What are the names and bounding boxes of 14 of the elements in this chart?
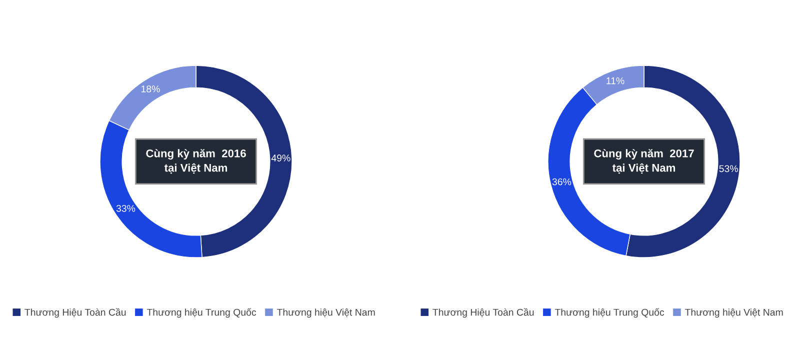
legend-label: Thương Hiệu Toàn Cầu (24, 308, 126, 318)
legend-label: Thương hiệu Việt Nam (276, 308, 375, 318)
legend-label: Thương hiệu Việt Nam (684, 308, 783, 318)
text: Cùng kỳ năm 2017 tại Việt Nam (594, 149, 694, 174)
text: Cùng kỳ năm 2016 tại Việt Nam (146, 149, 246, 174)
data-label: 36% (552, 178, 572, 186)
data-label: 33% (116, 204, 136, 212)
legend-label: Thương Hiệu Toàn Cầu (432, 308, 534, 318)
data-label: 53% (719, 165, 738, 172)
data-label: 49% (271, 154, 290, 162)
legend-label: Thương hiệu Trung Quốc (554, 308, 664, 318)
data-label: 11% (606, 77, 624, 84)
data-label: 18% (141, 85, 160, 92)
legend-label: Thương hiệu Trung Quốc (146, 308, 256, 318)
